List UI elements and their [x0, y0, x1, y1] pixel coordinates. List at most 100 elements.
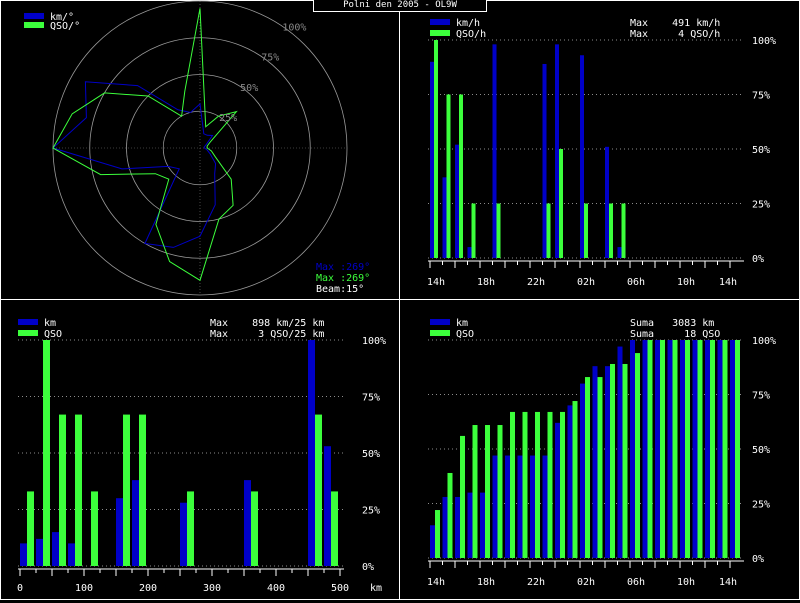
legend-label-qso: QSO: [44, 329, 62, 340]
bar-qso: [187, 491, 194, 566]
bar-km: [717, 340, 723, 558]
bar-qso: [522, 411, 528, 558]
bar-qso: [251, 491, 258, 566]
bar-km: [605, 146, 609, 258]
bar-qso: [722, 340, 728, 558]
bar-km: [244, 480, 251, 566]
bar-km: [655, 340, 660, 558]
bar-qso: [435, 510, 440, 558]
bar-km: [617, 346, 623, 558]
bar-km: [52, 532, 59, 566]
bar-km: [36, 538, 43, 566]
bar-qso: [460, 435, 465, 558]
bar-km: [630, 340, 635, 558]
bar-km: [667, 340, 673, 558]
y-tick-label: 50%: [362, 449, 380, 460]
bar-km: [492, 455, 498, 558]
y-tick-label: 25%: [362, 506, 380, 517]
polar-series-qso: [52, 8, 238, 282]
bar-qso: [560, 411, 565, 558]
distance-chart: 0% 25% 50% 75% 100% 0 100 200 300 400 500 km km Q…: [17, 318, 386, 594]
bar-km: [580, 55, 584, 259]
bar-km: [505, 455, 510, 558]
y-tick-label: 0%: [362, 562, 374, 573]
x-tick-label: 14h: [427, 277, 445, 288]
bar-qso: [672, 340, 678, 558]
distance-bars: [20, 340, 338, 566]
legend-swatch-km: [18, 319, 38, 325]
hourly-grid: [428, 39, 744, 268]
bar-qso: [331, 491, 338, 566]
x-tick-label: 14h: [719, 577, 737, 588]
bar-km: [68, 543, 75, 566]
bar-km: [324, 446, 331, 566]
distance-max-qso: Max 3 QSO/25 km: [210, 329, 324, 340]
x-tick-label: 22h: [527, 277, 545, 288]
bar-qso: [685, 340, 690, 558]
bar-km: [555, 422, 560, 558]
bar-km: [592, 366, 598, 558]
x-tick-label: 22h: [527, 577, 545, 588]
y-tick-label: 75%: [752, 91, 770, 102]
legend-label-qso: QSO: [456, 329, 474, 340]
ring-label-25: 25%: [219, 113, 237, 124]
bar-qso: [622, 363, 628, 558]
polar-series: [52, 8, 238, 282]
distance-x-labels: 0 100 200 300 400 500: [17, 583, 349, 594]
cumulative-y-labels: 0% 25% 50% 75% 100%: [752, 336, 776, 565]
distance-max-km: Max 898 km/25 km: [210, 318, 324, 329]
bar-km: [467, 492, 473, 558]
bar-qso: [315, 414, 322, 566]
polar-grid: [52, 0, 348, 296]
y-tick-label: 50%: [752, 445, 770, 456]
cumulative-sum-qso: Suma 18 QSO: [630, 329, 720, 340]
bar-qso: [497, 425, 503, 558]
polar-beam: Beam:15°: [316, 284, 364, 295]
bar-qso: [547, 411, 553, 558]
bar-qso: [91, 491, 98, 566]
x-tick-label: 18h: [477, 577, 495, 588]
bar-qso: [710, 340, 715, 558]
bar-km: [555, 44, 559, 258]
legend-label-km: km: [44, 318, 56, 329]
bar-km: [430, 61, 434, 258]
bar-qso: [472, 425, 478, 558]
bar-km: [705, 340, 710, 558]
legend-label-qso-h: QSO/h: [456, 29, 486, 40]
distance-legend: km QSO Max 898 km/25 km Max 3 QSO/25 km: [18, 318, 324, 340]
bar-qso: [447, 472, 453, 558]
y-tick-label: 25%: [752, 500, 770, 511]
bar-km: [580, 383, 585, 558]
polar-max-qso: Max :269°: [316, 273, 370, 284]
bar-km: [442, 496, 448, 558]
bar-qso: [559, 149, 563, 258]
bar-qso: [647, 340, 653, 558]
legend-swatch-km: [430, 319, 450, 325]
bar-km: [430, 525, 435, 558]
bar-qso: [546, 203, 551, 258]
bar-km: [455, 144, 459, 258]
legend-swatch-qso-h: [430, 30, 450, 36]
bar-qso: [697, 340, 703, 558]
polar-max-km: Max :269°: [316, 262, 370, 273]
bar-km: [517, 455, 523, 558]
x-tick-label: 10h: [677, 277, 695, 288]
x-tick-label: 200: [139, 583, 157, 594]
bar-km: [567, 405, 573, 558]
x-tick-label: 14h: [719, 277, 737, 288]
x-tick-label: 500: [331, 583, 349, 594]
bar-qso: [597, 377, 603, 558]
x-tick-label: 400: [267, 583, 285, 594]
bar-qso: [510, 411, 515, 558]
polar-ring: [126, 74, 274, 222]
bar-km: [442, 177, 447, 258]
bar-qso: [496, 203, 501, 258]
x-tick-label: 0: [17, 583, 23, 594]
bar-km: [542, 455, 548, 558]
bar-km: [680, 340, 685, 558]
bar-km: [530, 455, 535, 558]
x-tick-label: 18h: [477, 277, 495, 288]
bar-km: [20, 543, 27, 566]
hourly-bars: [430, 40, 626, 259]
